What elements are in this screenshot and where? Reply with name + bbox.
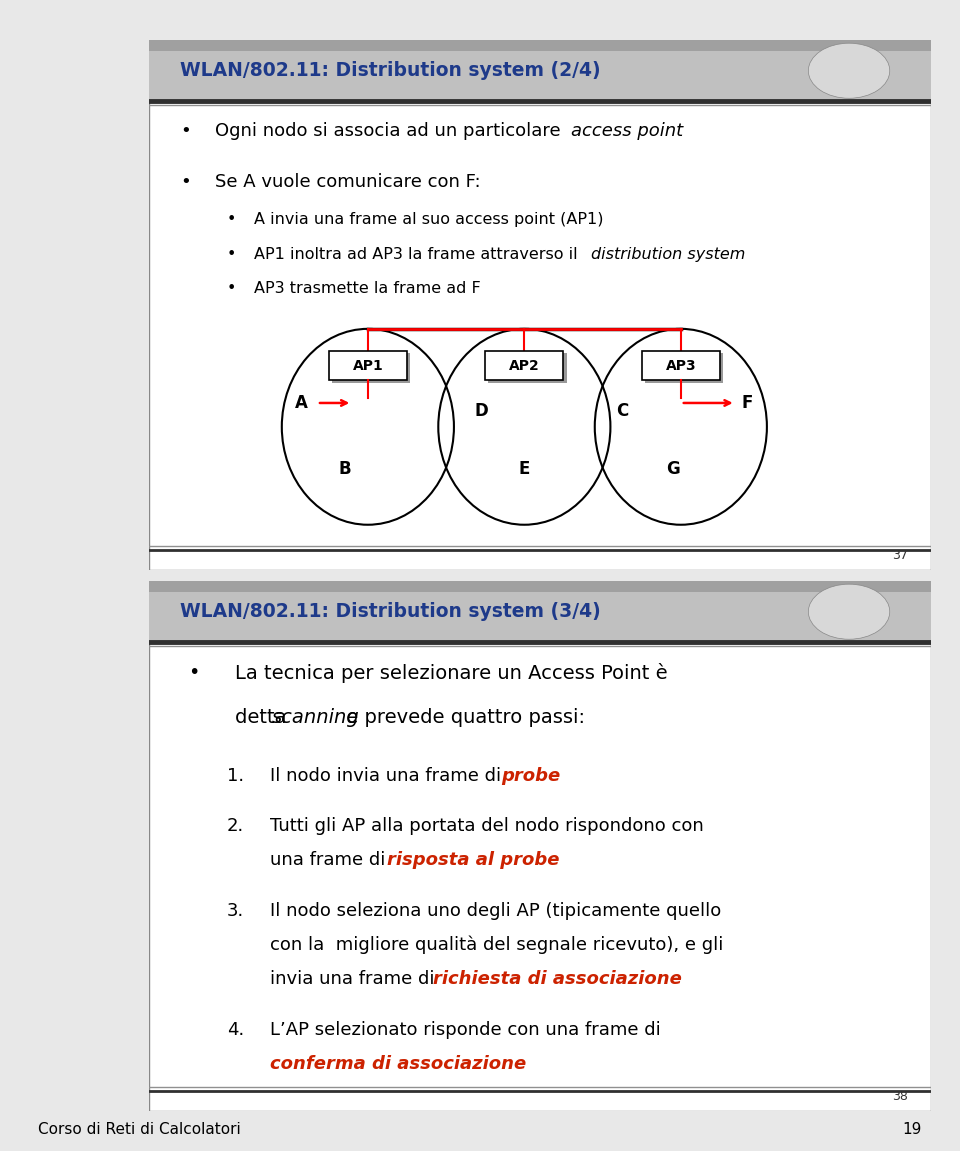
- Text: richiesta di associazione: richiesta di associazione: [433, 970, 682, 989]
- Text: scanning: scanning: [272, 708, 359, 727]
- Bar: [149, 581, 931, 592]
- Circle shape: [808, 44, 890, 98]
- FancyBboxPatch shape: [328, 351, 407, 381]
- FancyBboxPatch shape: [489, 353, 566, 382]
- Text: AP2: AP2: [509, 359, 540, 373]
- Text: 19: 19: [902, 1122, 922, 1137]
- Text: AP3: AP3: [665, 359, 696, 373]
- Text: •: •: [228, 212, 236, 228]
- FancyBboxPatch shape: [645, 353, 723, 382]
- Text: Il nodo seleziona uno degli AP (tipicamente quello: Il nodo seleziona uno degli AP (tipicame…: [270, 901, 721, 920]
- Text: A invia una frame al suo access point (AP1): A invia una frame al suo access point (A…: [254, 212, 604, 228]
- Text: C: C: [616, 402, 628, 420]
- Text: 1.: 1.: [228, 767, 244, 785]
- Text: 2.: 2.: [228, 817, 244, 834]
- Text: una frame di: una frame di: [270, 852, 391, 869]
- Text: L’AP selezionato risponde con una frame di: L’AP selezionato risponde con una frame …: [270, 1021, 660, 1038]
- FancyBboxPatch shape: [149, 40, 931, 570]
- Text: •: •: [180, 122, 191, 140]
- Text: E: E: [518, 460, 530, 478]
- Bar: [149, 40, 931, 101]
- Text: AP1: AP1: [352, 359, 383, 373]
- Text: •: •: [180, 173, 191, 191]
- Text: A: A: [295, 394, 308, 412]
- Text: G: G: [666, 460, 680, 478]
- FancyBboxPatch shape: [332, 353, 410, 382]
- Text: AP1 inoltra ad AP3 la frame attraverso il: AP1 inoltra ad AP3 la frame attraverso i…: [254, 246, 583, 261]
- Text: WLAN/802.11: Distribution system (3/4): WLAN/802.11: Distribution system (3/4): [180, 602, 601, 622]
- FancyBboxPatch shape: [485, 351, 564, 381]
- Text: risposta al probe: risposta al probe: [387, 852, 559, 869]
- Bar: [149, 40, 931, 51]
- Text: AP3 trasmette la frame ad F: AP3 trasmette la frame ad F: [254, 281, 481, 296]
- Text: e prevede quattro passi:: e prevede quattro passi:: [341, 708, 586, 727]
- Text: F: F: [742, 394, 753, 412]
- Text: distribution system: distribution system: [590, 246, 745, 261]
- Text: Tutti gli AP alla portata del nodo rispondono con: Tutti gli AP alla portata del nodo rispo…: [270, 817, 704, 834]
- Text: Ogni nodo si associa ad un particolare: Ogni nodo si associa ad un particolare: [215, 122, 566, 140]
- Text: access point: access point: [571, 122, 684, 140]
- Text: •: •: [228, 281, 236, 296]
- Text: Corso di Reti di Calcolatori: Corso di Reti di Calcolatori: [38, 1122, 241, 1137]
- Text: •: •: [188, 663, 200, 683]
- FancyBboxPatch shape: [641, 351, 720, 381]
- Text: 37: 37: [892, 549, 908, 562]
- Text: 4.: 4.: [228, 1021, 244, 1038]
- Text: B: B: [338, 460, 350, 478]
- Text: con la  migliore qualità del segnale ricevuto), e gli: con la migliore qualità del segnale rice…: [270, 936, 724, 954]
- Text: La tecnica per selezionare un Access Point è: La tecnica per selezionare un Access Poi…: [235, 663, 667, 684]
- Text: Il nodo invia una frame di: Il nodo invia una frame di: [270, 767, 507, 785]
- Text: 38: 38: [892, 1090, 908, 1103]
- Text: Se A vuole comunicare con F:: Se A vuole comunicare con F:: [215, 173, 481, 191]
- Text: D: D: [474, 402, 489, 420]
- Text: WLAN/802.11: Distribution system (2/4): WLAN/802.11: Distribution system (2/4): [180, 61, 601, 81]
- Text: conferma di associazione: conferma di associazione: [270, 1055, 526, 1073]
- Text: •: •: [228, 246, 236, 261]
- Text: probe: probe: [502, 767, 561, 785]
- Text: invia una frame di: invia una frame di: [270, 970, 441, 989]
- Bar: [149, 581, 931, 642]
- Text: 3.: 3.: [228, 901, 244, 920]
- FancyBboxPatch shape: [149, 581, 931, 1111]
- Text: detta: detta: [235, 708, 293, 727]
- Circle shape: [808, 585, 890, 639]
